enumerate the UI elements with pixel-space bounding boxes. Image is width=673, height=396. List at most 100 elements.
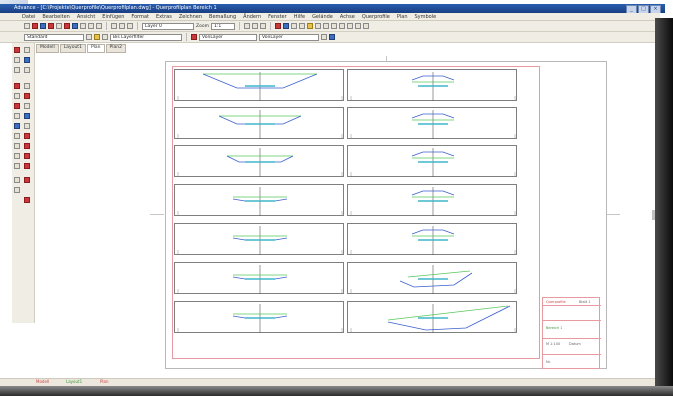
zoom-realtime-icon[interactable]	[119, 23, 125, 29]
redo-icon[interactable]	[96, 23, 102, 29]
trim-tool-icon[interactable]	[24, 123, 30, 129]
menu-item-zeichnen[interactable]: Zeichnen	[178, 13, 203, 20]
symbol-tool-icon[interactable]	[314, 23, 321, 29]
pan-icon[interactable]	[111, 23, 117, 29]
menu-item-extras[interactable]: Extras	[156, 13, 172, 20]
menu-item-achse[interactable]: Achse	[339, 13, 355, 20]
paste-icon[interactable]	[80, 23, 86, 29]
draw-toolbox	[12, 43, 35, 323]
menu-item-format[interactable]: Format	[131, 13, 149, 20]
menu-item-gelaende[interactable]: Gelände	[312, 13, 333, 20]
layer-manager-icon[interactable]	[102, 34, 108, 40]
line-tool-icon[interactable]	[14, 47, 20, 53]
tab-modell[interactable]: Modell	[36, 44, 59, 53]
break-tool-icon[interactable]	[24, 133, 30, 139]
erase-tool-icon[interactable]	[14, 83, 20, 89]
menu-item-ansicht[interactable]: Ansicht	[76, 13, 96, 20]
text-icon[interactable]	[354, 23, 361, 29]
color-icon[interactable]	[191, 34, 197, 40]
print-icon[interactable]	[48, 23, 54, 29]
menu-item-fenster[interactable]: Fenster	[268, 13, 287, 20]
block-tool-icon[interactable]	[24, 177, 30, 183]
scale-tool-icon[interactable]	[24, 113, 30, 119]
array-tool-icon[interactable]	[14, 103, 20, 109]
hatch-tool-icon[interactable]	[24, 153, 30, 159]
undo-icon[interactable]	[88, 23, 94, 29]
preview-icon[interactable]	[56, 23, 62, 29]
polyline-tool-icon[interactable]	[14, 57, 20, 63]
chamfer-tool-icon[interactable]	[14, 143, 20, 149]
menu-item-bearbeiten[interactable]: Bearbeiten	[42, 13, 70, 20]
vertical-scrollbar-thumb[interactable]	[652, 210, 655, 220]
move-tool-icon[interactable]	[24, 103, 30, 109]
stretch-tool-icon[interactable]	[14, 123, 20, 129]
table-tool-icon[interactable]	[24, 163, 30, 169]
menu-item-hilfe[interactable]: Hilfe	[293, 13, 306, 20]
layer-filter-select[interactable]: Bis Layerfilter	[110, 33, 182, 41]
polygon-tool-icon[interactable]	[24, 57, 30, 63]
layer-state-icon[interactable]	[94, 34, 100, 40]
properties-icon[interactable]	[243, 23, 250, 29]
status-tab-plan[interactable]: Plan	[100, 379, 109, 384]
region-tool-icon[interactable]	[14, 163, 20, 169]
rectangle-tool-icon[interactable]	[14, 67, 20, 73]
line-icon[interactable]	[322, 23, 329, 29]
zoom-select[interactable]: 1:1	[210, 22, 235, 30]
save-icon[interactable]	[40, 23, 46, 29]
menu-item-plan[interactable]: Plan	[396, 13, 408, 20]
arc-tool-icon[interactable]	[24, 67, 30, 73]
menu-item-bemassung[interactable]: Bemaßung	[209, 13, 237, 20]
menu-item-einfuegen[interactable]: Einfügen	[102, 13, 125, 20]
polyline-icon[interactable]	[330, 23, 337, 29]
circle-icon[interactable]	[346, 23, 353, 29]
style-manager-icon[interactable]	[86, 34, 92, 40]
explode-tool-icon[interactable]	[14, 153, 20, 159]
copy-tool-icon[interactable]	[24, 83, 30, 89]
lineweight-icon[interactable]	[321, 34, 327, 40]
title-block-divider	[543, 305, 601, 306]
cut-icon[interactable]	[64, 23, 70, 29]
point-tool-icon[interactable]	[24, 197, 30, 203]
menu-item-datei[interactable]: Datei	[22, 13, 36, 20]
designcenter-icon[interactable]	[251, 23, 258, 29]
plotstyle-icon[interactable]	[329, 34, 335, 40]
text-tool-icon[interactable]	[14, 177, 20, 183]
hatch-icon[interactable]	[362, 23, 369, 29]
menu-item-aendern[interactable]: Ändern	[243, 13, 262, 20]
cross-section-panel	[347, 69, 517, 101]
design-profile-line	[411, 75, 455, 81]
status-tab-modell[interactable]: Modell	[36, 379, 50, 384]
close-button[interactable]: ×	[650, 5, 661, 13]
zoom-window-icon[interactable]	[127, 23, 133, 29]
mirror-tool-icon[interactable]	[14, 93, 20, 99]
layer-select[interactable]: Layer 0	[142, 22, 194, 30]
status-tab-layout1[interactable]: Layout1	[66, 379, 83, 384]
terrain-tool-icon[interactable]	[290, 23, 297, 29]
tab-plan2[interactable]: Plan2	[105, 44, 126, 53]
plan-tool-icon[interactable]	[306, 23, 313, 29]
color-select[interactable]: VonLayer	[199, 33, 257, 41]
tab-plan[interactable]: Plan	[86, 44, 105, 53]
menu-item-symbole[interactable]: Symbole	[414, 13, 437, 20]
axis-tool-icon[interactable]	[282, 23, 289, 29]
linetype-select[interactable]: VonLayer	[259, 33, 319, 41]
copy-icon[interactable]	[72, 23, 78, 29]
rotate-tool-icon[interactable]	[14, 113, 20, 119]
xline-tool-icon[interactable]	[24, 47, 30, 53]
maximize-button[interactable]: □	[638, 5, 649, 13]
insert-tool-icon[interactable]	[14, 187, 20, 193]
standard-toolbar: Layer 0 Zoom 1:1	[0, 21, 660, 32]
open-file-icon[interactable]	[32, 23, 38, 29]
toolpalette-icon[interactable]	[259, 23, 266, 29]
offset-tool-icon[interactable]	[24, 93, 30, 99]
fillet-tool-icon[interactable]	[24, 143, 30, 149]
section-tool-icon[interactable]	[298, 23, 305, 29]
extend-tool-icon[interactable]	[14, 133, 20, 139]
minimize-button[interactable]: _	[626, 5, 637, 13]
arc-icon[interactable]	[338, 23, 345, 29]
profile-tool-icon[interactable]	[274, 23, 281, 29]
menu-item-querprofile[interactable]: Querprofile	[361, 13, 390, 20]
new-file-icon[interactable]	[24, 23, 30, 29]
tab-layout1[interactable]: Layout1	[59, 44, 86, 53]
style-select[interactable]: Standard	[24, 33, 84, 41]
